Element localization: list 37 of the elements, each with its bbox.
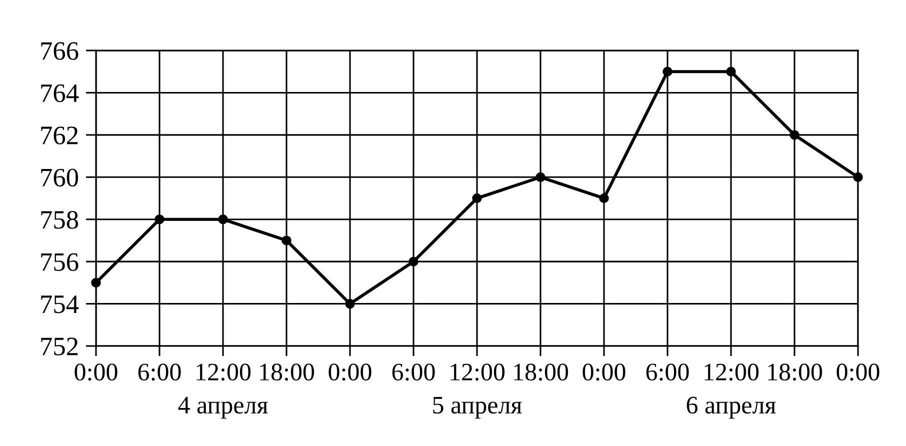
x-tick-label: 0:00 [836, 364, 880, 381]
x-tick-label: 0:00 [328, 364, 372, 381]
point [282, 236, 292, 246]
y-tick-label: 754 [41, 296, 79, 314]
text: 5 апреля [433, 396, 522, 419]
point [91, 278, 101, 288]
y-tick-label: 760 [41, 168, 78, 187]
text: 6 апреля [686, 396, 776, 419]
x-tick-label: 12:00 [196, 364, 251, 381]
point [536, 172, 546, 182]
x-tick-label: 18:00 [260, 364, 314, 381]
y-tick-label: 752 [41, 338, 78, 356]
y-tick-label: 762 [41, 126, 78, 144]
point [662, 66, 672, 76]
point [218, 214, 228, 224]
point [853, 172, 863, 182]
y-tick-label: 764 [41, 84, 79, 102]
x-tick-label: 0:00 [74, 364, 118, 381]
text: 4 апреля [178, 396, 268, 419]
x-tick-label: 6:00 [646, 364, 689, 381]
x-tick-label: 6:00 [392, 364, 435, 381]
point [345, 298, 355, 309]
x-tick-label: 12:00 [704, 364, 759, 381]
point [726, 66, 736, 76]
y-tick-label: 758 [41, 210, 78, 229]
x-tick-label: 18:00 [514, 364, 568, 381]
point [790, 130, 800, 140]
y-tick-label: 766 [41, 42, 78, 60]
y-tick-label: 756 [41, 253, 78, 271]
point [599, 193, 609, 204]
point [408, 256, 418, 266]
x-tick-label: 18:00 [768, 364, 822, 381]
point [472, 193, 482, 204]
x-tick-label: 6:00 [138, 364, 181, 381]
x-tick-label: 12:00 [450, 364, 505, 381]
x-tick-label: 0:00 [582, 364, 626, 381]
point [154, 214, 164, 224]
